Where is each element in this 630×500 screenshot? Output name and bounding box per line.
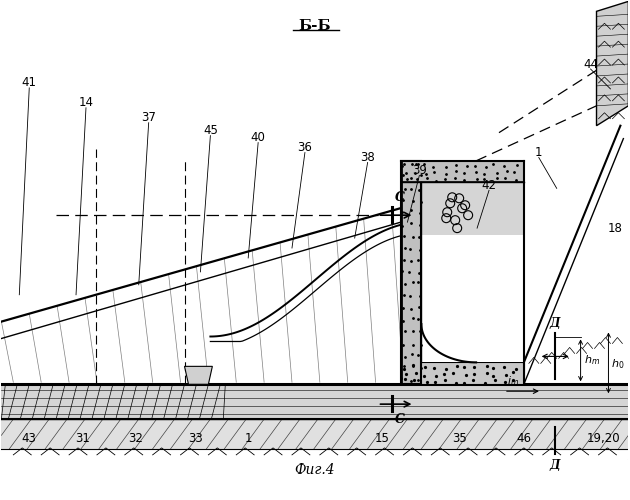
Polygon shape [597,2,628,126]
Polygon shape [1,384,628,419]
Polygon shape [421,182,524,362]
Text: $i_m$: $i_m$ [507,374,519,388]
Text: Б-Б: Б-Б [299,20,331,34]
Text: 36: 36 [297,141,312,154]
Polygon shape [421,182,524,235]
Text: 43: 43 [22,432,37,446]
Text: Фиг.4: Фиг.4 [295,462,335,476]
Polygon shape [401,160,421,384]
Text: 38: 38 [360,151,375,164]
Polygon shape [401,160,524,182]
Text: 19,20: 19,20 [587,432,621,446]
Text: 37: 37 [141,111,156,124]
Text: 42: 42 [481,179,496,192]
Text: 41: 41 [22,76,37,90]
Text: С: С [394,413,404,426]
Text: Д: Д [549,316,560,330]
Text: 45: 45 [203,124,218,137]
Text: 46: 46 [517,432,531,446]
Text: С: С [394,192,404,204]
Text: 14: 14 [79,96,93,110]
Polygon shape [185,366,212,384]
Text: 35: 35 [452,432,467,446]
Polygon shape [524,106,628,362]
Text: 39: 39 [412,164,427,177]
Text: 33: 33 [188,432,203,446]
Text: 1: 1 [535,146,542,159]
Polygon shape [1,419,628,449]
Text: 44: 44 [583,58,598,70]
Text: 15: 15 [375,432,390,446]
Text: 18: 18 [608,222,623,234]
Text: 32: 32 [129,432,143,446]
Text: Д: Д [549,459,560,472]
Text: 1: 1 [244,432,252,446]
Text: 31: 31 [76,432,91,446]
Text: 40: 40 [251,131,266,144]
Polygon shape [401,362,524,384]
Text: $h_m$: $h_m$ [583,354,600,368]
Text: $h_0$: $h_0$ [612,358,625,372]
